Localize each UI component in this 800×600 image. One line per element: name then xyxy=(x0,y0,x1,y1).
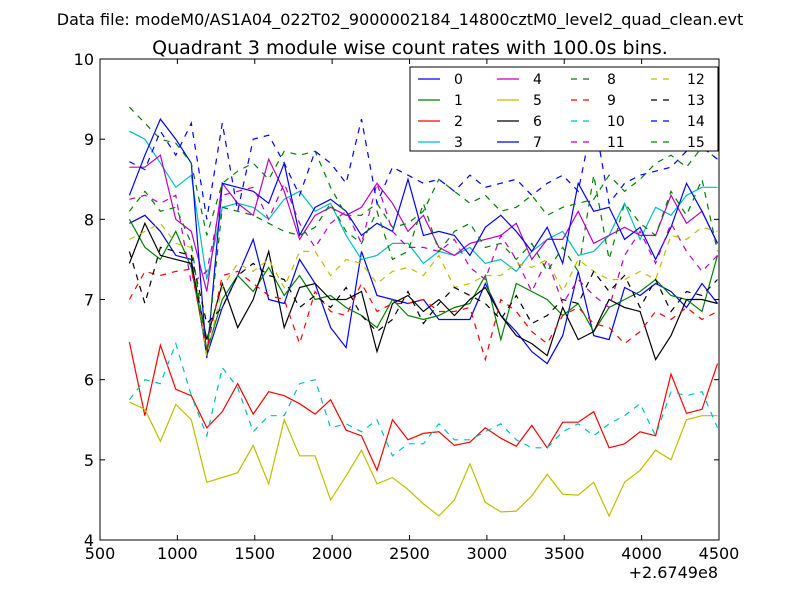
legend-box xyxy=(409,66,719,152)
legend-label-5: 5 xyxy=(533,93,542,109)
legend-label-0: 0 xyxy=(454,72,463,88)
legend-label-10: 10 xyxy=(607,114,625,130)
y-tick-label: 5 xyxy=(84,451,94,470)
series-line-3 xyxy=(129,130,718,280)
x-tick-label: 4000 xyxy=(621,544,662,563)
y-tick-label: 4 xyxy=(84,531,94,550)
series-line-2 xyxy=(128,341,719,472)
legend-label-7: 7 xyxy=(533,135,542,151)
x-tick-label: 4500 xyxy=(699,544,740,563)
legend-label-8: 8 xyxy=(607,72,616,88)
series-line-13 xyxy=(128,246,718,333)
x-tick-label: 3500 xyxy=(544,544,585,563)
x-offset-label: +2.6749e8 xyxy=(629,563,718,582)
x-tick-label: 2000 xyxy=(312,544,353,563)
x-tick-label: 3000 xyxy=(467,544,508,563)
y-tick-label: 9 xyxy=(84,130,94,149)
legend-label-13: 13 xyxy=(687,93,705,109)
series-line-10 xyxy=(128,341,719,457)
legend-label-3: 3 xyxy=(454,135,463,151)
x-tick-label: 500 xyxy=(85,544,116,563)
series-line-6 xyxy=(128,221,718,361)
chart-title: Quadrant 3 module wise count rates with … xyxy=(152,37,668,59)
y-tick-label: 10 xyxy=(74,50,94,69)
legend-label-2: 2 xyxy=(454,114,463,130)
y-tick-label: 8 xyxy=(84,210,94,229)
series-line-5 xyxy=(129,401,718,518)
legend-label-4: 4 xyxy=(533,72,542,88)
series-line-12 xyxy=(129,222,718,356)
y-tick-label: 7 xyxy=(84,291,94,310)
series-line-4 xyxy=(129,154,719,292)
series-line-8 xyxy=(128,106,718,236)
legend-label-14: 14 xyxy=(687,114,705,130)
chart-suptitle: Data file: modeM0/AS1A04_022T02_90000021… xyxy=(57,10,743,30)
axes: 500 1000 1500 2000 2500 3000 3500 4000 4500 4 5 6 7 8… xyxy=(74,50,740,563)
plot-lines xyxy=(128,106,719,518)
legend-label-6: 6 xyxy=(533,114,542,130)
legend-label-1: 1 xyxy=(454,93,463,109)
legend-label-15: 15 xyxy=(687,135,705,151)
legend-label-9: 9 xyxy=(607,93,616,109)
series-line-15 xyxy=(128,175,719,352)
series-line-7 xyxy=(128,117,719,359)
x-tick-label: 2500 xyxy=(389,544,430,563)
x-tick-label: 1000 xyxy=(157,544,198,563)
x-tick-label: 1500 xyxy=(234,544,275,563)
y-tick-label: 6 xyxy=(84,371,94,390)
legend-label-12: 12 xyxy=(687,72,705,88)
series-line-11 xyxy=(129,181,718,309)
legend-label-11: 11 xyxy=(607,135,625,151)
series-line-9 xyxy=(128,268,718,362)
series-line-1 xyxy=(128,219,719,352)
